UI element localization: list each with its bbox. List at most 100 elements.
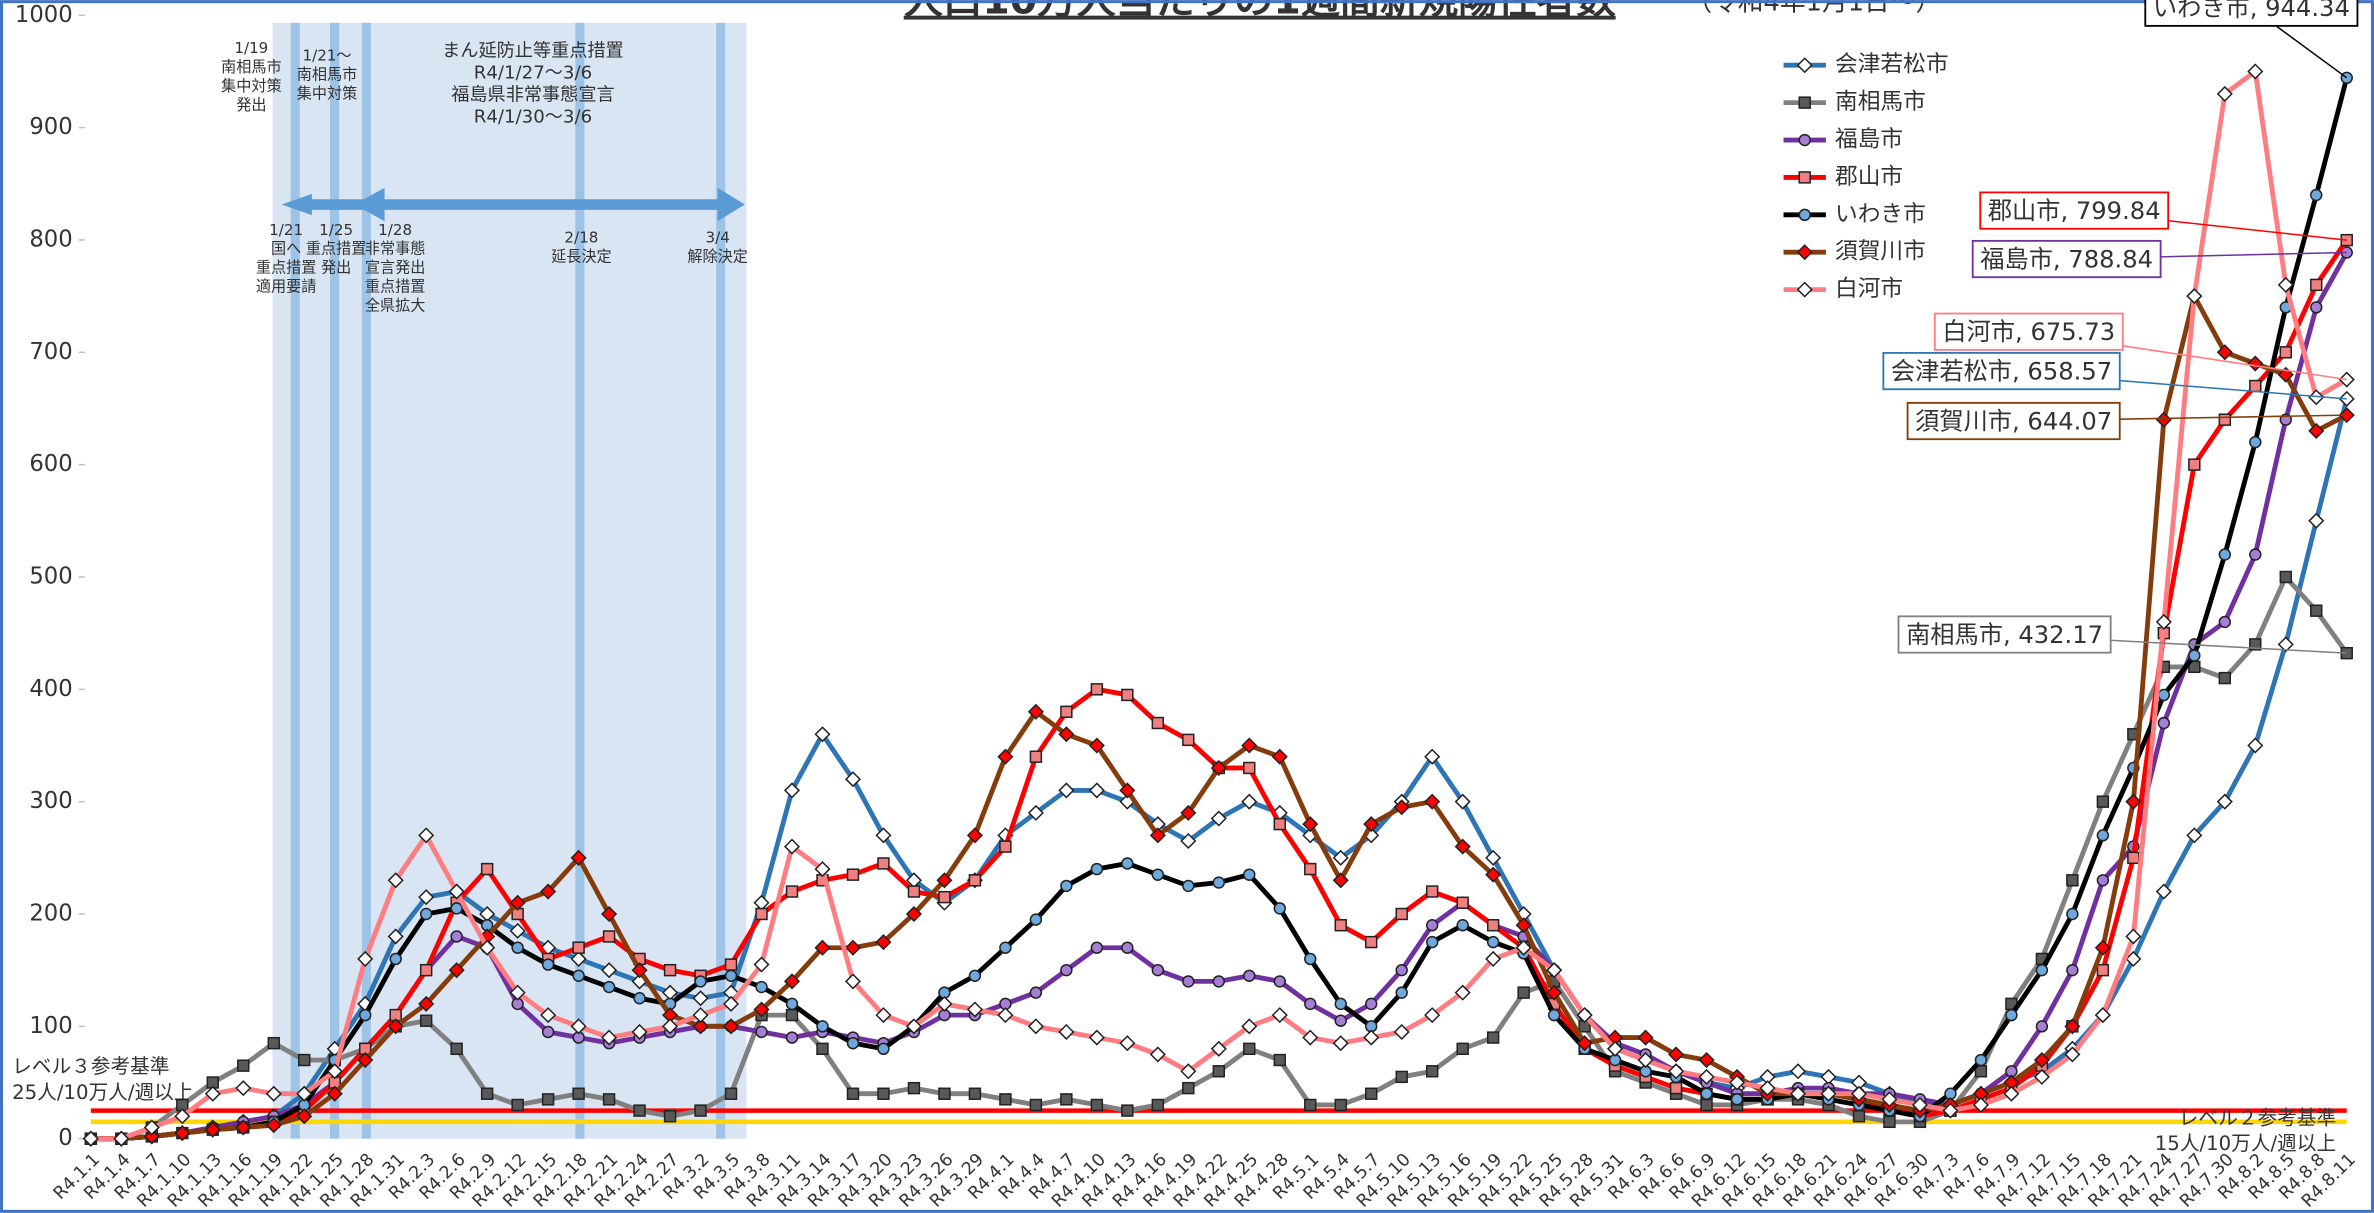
data-point [724,1087,738,1100]
event-annotation: 発出 [321,259,351,277]
data-point [540,883,557,900]
data-point [724,958,738,971]
legend-marker [1796,57,1813,74]
data-point [2338,390,2355,407]
y-tick-label: 0 [58,1125,72,1151]
data-point [1182,975,1195,988]
data-point [997,1007,1014,1024]
data-point [966,1001,983,1018]
data-point [846,1036,860,1050]
data-point [692,1007,709,1024]
data-point [1088,737,1105,754]
data-point [1668,1063,1685,1080]
data-point [1029,750,1043,763]
data-point [2033,1052,2050,1069]
data-point [663,1110,677,1123]
data-point [1637,1029,1654,1046]
event-annotation: 集中対策 [221,77,282,95]
legend-marker [1798,133,1811,147]
data-point [1119,782,1136,799]
event-annotation: 集中対策 [297,85,358,103]
data-point [2277,636,2294,653]
data-point [570,1018,587,1035]
data-point [694,1104,707,1117]
data-label: 南相馬市, 432.17 [1906,621,2103,649]
chart-title: 人口10万人当たりの1週間新規陽性者数 [904,0,1617,24]
data-point [999,1093,1012,1106]
data-point [938,890,951,904]
data-point [541,958,555,971]
legend-label: いわき市 [1835,201,1926,227]
data-point [1302,1029,1319,1046]
data-point [846,1087,860,1100]
data-point [1241,1018,1258,1035]
data-point [1182,879,1195,893]
data-point [2064,1018,2081,1035]
data-point [1151,716,1165,730]
event-annotation: 非常事態 [365,240,426,258]
data-point [2186,827,2203,844]
data-point [2096,874,2110,887]
data-point [602,1093,616,1106]
data-point [357,1052,374,1069]
data-point [1883,1115,1896,1129]
callout-box [1933,312,2124,351]
reference-label: 25人/10万人/週以上 [12,1081,193,1104]
data-point [2064,1046,2081,1063]
data-point [1243,868,1256,881]
event-annotation: 重点措置 [365,278,426,296]
data-point [2216,344,2233,361]
event-annotation: 延長決定 [551,247,612,265]
event-bands [272,22,747,1139]
data-point [1029,913,1043,926]
data-point [2310,278,2323,292]
data-point [2218,548,2232,561]
data-point [844,771,862,788]
data-point [2157,688,2171,702]
data-point [1546,962,1563,979]
data-point [755,1025,768,1039]
data-label: 須賀川市, 644.07 [1915,408,2112,436]
data-point [2188,649,2201,662]
data-point [235,1080,252,1097]
data-point [2155,613,2172,630]
data-point [1546,984,1563,1001]
data-point [1637,1052,1654,1069]
data-point [875,934,892,951]
event-line [716,22,726,1139]
data-point [389,952,402,966]
data-point [1304,862,1317,876]
data-point [1395,907,1408,921]
data-point [1121,941,1134,954]
data-point [783,838,801,855]
data-point [1212,1065,1226,1078]
data-point [999,840,1012,853]
data-point [1789,1063,1807,1080]
data-point [298,1053,311,1067]
data-point [2310,188,2323,202]
data-point [1273,817,1286,831]
data-point [418,827,435,844]
data-point [1180,1063,1197,1080]
data-point [999,941,1012,954]
data-point [1486,1031,1500,1044]
y-tick-label: 100 [29,1013,72,1039]
data-point [1210,810,1227,827]
event-line [361,22,371,1139]
data-point [1456,919,1469,932]
data-point [1454,838,1471,855]
event-line [290,22,300,1139]
data-point [2338,371,2355,388]
data-point [2094,939,2111,956]
data-point [753,1001,770,1018]
data-point [570,849,587,866]
data-point [1334,919,1347,932]
data-point [1304,1098,1317,1112]
data-point [1271,1007,1288,1024]
data-point [1332,849,1349,866]
data-point [2247,63,2264,80]
data-point [265,1085,282,1102]
data-point [1485,866,1502,883]
data-point [1852,1110,1866,1123]
data-point [602,930,616,943]
